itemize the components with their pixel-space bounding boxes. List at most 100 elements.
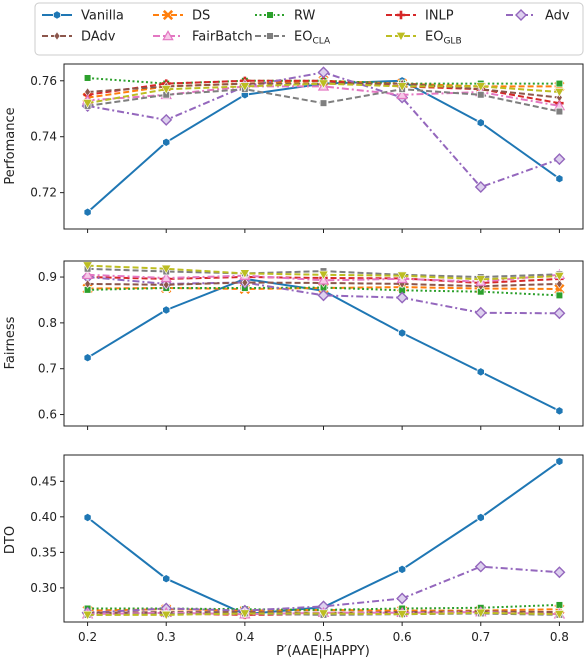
legend-entry-rw: RW [255, 9, 316, 24]
data-point [317, 289, 330, 302]
x-tick-label: 0.6 [393, 630, 412, 644]
y-tick-label: 0.74 [30, 130, 57, 144]
dto-plot-frame [63, 454, 584, 623]
data-point [83, 74, 92, 82]
performance-plot-frame [63, 63, 584, 230]
data-point [554, 610, 565, 620]
data-point [161, 610, 172, 621]
data-point [161, 85, 172, 95]
data-point [476, 118, 485, 128]
data-point [82, 610, 93, 621]
dto-series-eoglb [82, 608, 565, 621]
data-point [553, 307, 566, 320]
legend-swatch-marker [162, 30, 174, 41]
legend-label: DS [192, 9, 210, 24]
data-point [82, 99, 93, 109]
data-point [476, 367, 485, 377]
legend-label: INLP [425, 9, 454, 24]
performance-series-eoglb [82, 79, 565, 109]
y-tick-label: 0.72 [30, 186, 57, 200]
legend-swatch-marker [53, 31, 61, 41]
data-point [318, 609, 329, 619]
data-point [555, 456, 564, 467]
data-point [398, 328, 407, 338]
legend-entry-dadv: DAdv [42, 30, 116, 45]
data-point [162, 305, 171, 315]
data-point [241, 277, 249, 288]
data-point [160, 272, 172, 283]
data-point [160, 113, 173, 126]
data-point [554, 272, 565, 282]
data-point [83, 353, 92, 363]
legend-label: FairBatch [192, 30, 253, 45]
x-tick-label: 0.3 [157, 630, 176, 644]
data-point [398, 564, 407, 575]
y-tick-label: 0.6 [38, 408, 57, 422]
legend-entry-inlp: INLP [386, 9, 454, 24]
data-point [396, 592, 409, 605]
y-tick-label: 0.30 [30, 581, 57, 595]
data-point [555, 174, 564, 184]
legend-entry-ds: DS [153, 9, 210, 24]
legend-swatch-marker [515, 9, 527, 21]
performance-y-axis-label: Perfomance [3, 107, 18, 184]
fairness-panel: 0.6 0.7 0.8 0.9 [38, 260, 584, 430]
fairness-series-eoglb [82, 261, 565, 285]
legend-label: Vanilla [81, 9, 124, 24]
y-tick-label: 0.9 [38, 270, 57, 284]
data-point [476, 512, 485, 523]
legend-entry-fairbatch: FairBatch [153, 30, 253, 45]
data-point [554, 87, 565, 98]
legend-label: DAdv [81, 30, 116, 45]
y-tick-label: 0.40 [30, 510, 57, 524]
x-tick-label: 0.5 [314, 630, 333, 644]
fairness-y-axis-label: Fairness [3, 316, 18, 369]
y-tick-label: 0.35 [30, 545, 57, 559]
data-point [239, 269, 251, 279]
data-point [83, 512, 92, 523]
data-point [553, 153, 566, 166]
data-point [396, 271, 408, 281]
data-point [555, 79, 564, 88]
data-point [475, 82, 486, 92]
data-point [475, 275, 486, 285]
data-point [555, 601, 564, 609]
legend-entry-vanilla: Vanilla [42, 9, 124, 24]
data-point [81, 268, 94, 280]
data-point [317, 66, 330, 79]
data-point [162, 574, 171, 584]
data-point [556, 279, 563, 289]
y-tick-label: 0.45 [30, 474, 57, 488]
data-point [82, 261, 93, 271]
data-point [396, 610, 408, 620]
data-point [319, 99, 328, 107]
data-point [396, 88, 408, 100]
data-point [239, 609, 251, 619]
data-point [396, 82, 408, 92]
x-tick-label: 0.7 [471, 630, 490, 644]
data-point [476, 90, 485, 99]
legend-swatch-marker [396, 10, 406, 20]
data-point [162, 280, 170, 290]
legend-swatch-marker [395, 31, 407, 42]
data-point [474, 306, 487, 319]
x-tick-label: 0.4 [235, 630, 254, 644]
performance-panel: 0.72 0.74 0.76 [30, 63, 584, 233]
legend-swatch-marker [266, 32, 274, 40]
legend-label: Adv [545, 9, 570, 24]
data-point [474, 560, 487, 573]
legend-label-subscript: GLB [443, 37, 461, 47]
legend-swatch-marker [162, 9, 174, 21]
x-tick-label: 0.8 [550, 630, 569, 644]
legend-swatch-marker [266, 11, 274, 19]
data-point [555, 291, 564, 300]
data-point [475, 608, 486, 619]
y-tick-label: 0.8 [38, 316, 57, 330]
data-point [474, 181, 487, 194]
data-point [396, 291, 409, 304]
data-point [555, 406, 564, 416]
legend-label: RW [294, 9, 316, 24]
x-axis-label: P′(AAE|HAPPY) [276, 644, 370, 659]
